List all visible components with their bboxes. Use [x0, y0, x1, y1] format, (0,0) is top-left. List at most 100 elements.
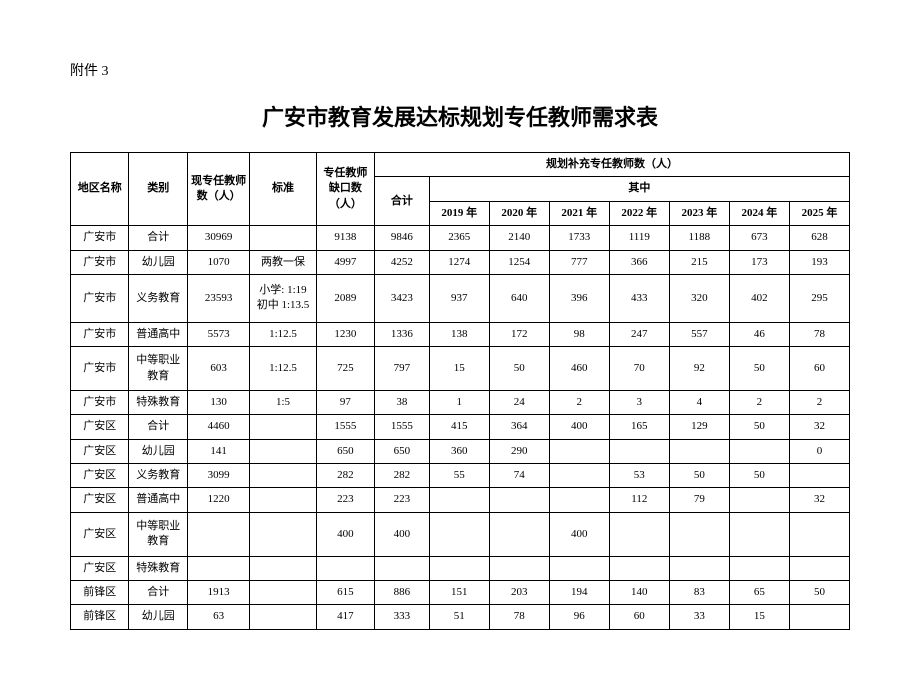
cell-total [375, 556, 430, 580]
table-row: 广安区幼儿园1416506503602900 [71, 439, 850, 463]
cell-standard [250, 415, 316, 439]
cell-2021: 396 [549, 274, 609, 322]
cell-2022: 53 [609, 464, 669, 488]
cell-category: 普通高中 [129, 488, 187, 512]
cell-shortage: 650 [316, 439, 374, 463]
cell-2020: 290 [489, 439, 549, 463]
cell-2024 [729, 439, 789, 463]
cell-current: 1913 [187, 581, 249, 605]
table-row: 广安区普通高中12202232231127932 [71, 488, 850, 512]
cell-2019: 2365 [429, 226, 489, 250]
table-row: 广安区义务教育30992822825574535050 [71, 464, 850, 488]
cell-2024 [729, 556, 789, 580]
cell-2023: 50 [669, 464, 729, 488]
cell-2023: 557 [669, 322, 729, 346]
cell-current: 30969 [187, 226, 249, 250]
cell-2024: 15 [729, 605, 789, 629]
cell-category: 幼儿园 [129, 605, 187, 629]
cell-total: 333 [375, 605, 430, 629]
cell-category: 普通高中 [129, 322, 187, 346]
cell-shortage: 1230 [316, 322, 374, 346]
cell-current: 1070 [187, 250, 249, 274]
cell-2025: 193 [789, 250, 849, 274]
col-category: 类别 [129, 153, 187, 226]
cell-region: 广安市 [71, 250, 129, 274]
col-planned: 规划补充专任教师数（人） [375, 153, 850, 177]
cell-shortage: 1555 [316, 415, 374, 439]
cell-total: 38 [375, 390, 430, 414]
cell-region: 广安市 [71, 347, 129, 391]
cell-shortage: 417 [316, 605, 374, 629]
cell-shortage: 4997 [316, 250, 374, 274]
cell-shortage: 400 [316, 512, 374, 556]
table-row: 广安市普通高中55731:12.512301336138172982475574… [71, 322, 850, 346]
table-row: 广安市中等职业教育6031:12.5725797155046070925060 [71, 347, 850, 391]
cell-2020 [489, 512, 549, 556]
cell-current: 4460 [187, 415, 249, 439]
cell-region: 广安区 [71, 415, 129, 439]
cell-category: 合计 [129, 581, 187, 605]
cell-2023: 92 [669, 347, 729, 391]
cell-2022: 165 [609, 415, 669, 439]
cell-region: 广安区 [71, 439, 129, 463]
cell-region: 广安区 [71, 556, 129, 580]
cell-standard [250, 464, 316, 488]
cell-2022: 366 [609, 250, 669, 274]
cell-2020: 364 [489, 415, 549, 439]
cell-2023 [669, 512, 729, 556]
cell-2019 [429, 488, 489, 512]
cell-2019: 1 [429, 390, 489, 414]
cell-2020: 1254 [489, 250, 549, 274]
cell-standard: 两教一保 [250, 250, 316, 274]
cell-current: 141 [187, 439, 249, 463]
cell-category: 特殊教育 [129, 390, 187, 414]
cell-category: 幼儿园 [129, 439, 187, 463]
cell-total: 9846 [375, 226, 430, 250]
cell-shortage: 725 [316, 347, 374, 391]
cell-total: 282 [375, 464, 430, 488]
table-row: 广安市特殊教育1301:5973812423422 [71, 390, 850, 414]
cell-standard [250, 226, 316, 250]
cell-2025 [789, 464, 849, 488]
cell-2025: 78 [789, 322, 849, 346]
col-2022: 2022 年 [609, 201, 669, 225]
cell-shortage: 223 [316, 488, 374, 512]
cell-2019: 15 [429, 347, 489, 391]
table-row: 前锋区合计1913615886151203194140836550 [71, 581, 850, 605]
cell-2019: 360 [429, 439, 489, 463]
cell-shortage [316, 556, 374, 580]
cell-2021: 2 [549, 390, 609, 414]
table-row: 广安区特殊教育 [71, 556, 850, 580]
col-standard: 标准 [250, 153, 316, 226]
cell-category: 中等职业教育 [129, 347, 187, 391]
col-of-which: 其中 [429, 177, 849, 201]
cell-2022: 60 [609, 605, 669, 629]
cell-2021: 1733 [549, 226, 609, 250]
col-region: 地区名称 [71, 153, 129, 226]
cell-standard [250, 512, 316, 556]
cell-2019: 151 [429, 581, 489, 605]
cell-2022: 1119 [609, 226, 669, 250]
cell-2019 [429, 556, 489, 580]
cell-2020: 203 [489, 581, 549, 605]
cell-2025: 0 [789, 439, 849, 463]
cell-current: 130 [187, 390, 249, 414]
cell-2025: 628 [789, 226, 849, 250]
table-row: 前锋区幼儿园63417333517896603315 [71, 605, 850, 629]
cell-2025 [789, 605, 849, 629]
cell-total: 1336 [375, 322, 430, 346]
cell-current: 23593 [187, 274, 249, 322]
cell-standard: 1:5 [250, 390, 316, 414]
col-total: 合计 [375, 177, 430, 226]
cell-2020: 2140 [489, 226, 549, 250]
cell-2021: 400 [549, 512, 609, 556]
cell-2024: 50 [729, 464, 789, 488]
cell-2024: 46 [729, 322, 789, 346]
cell-region: 广安市 [71, 274, 129, 322]
cell-total: 3423 [375, 274, 430, 322]
cell-current: 603 [187, 347, 249, 391]
cell-current [187, 512, 249, 556]
cell-category: 特殊教育 [129, 556, 187, 580]
cell-total: 797 [375, 347, 430, 391]
col-current: 现专任教师数（人） [187, 153, 249, 226]
